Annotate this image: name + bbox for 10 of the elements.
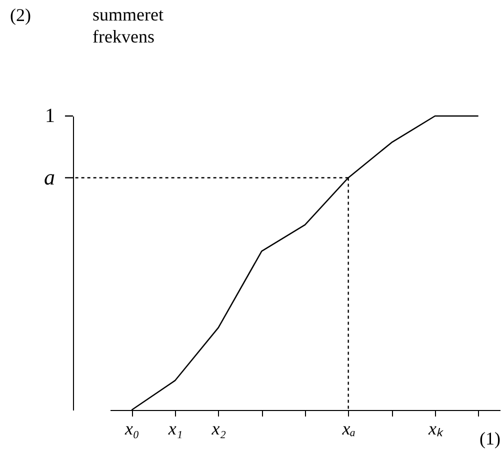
y-axis-title: summeret frekvens bbox=[92, 4, 164, 46]
x-tick-label: xₐ bbox=[341, 418, 356, 438]
text: (2) bbox=[10, 5, 31, 25]
x-tick-label: xₖ bbox=[428, 418, 444, 438]
x-tick-label: x₂ bbox=[210, 418, 226, 438]
ref-line-label: a bbox=[44, 164, 55, 190]
x-tick-label: x₀ bbox=[124, 418, 140, 438]
x-tick-label: x₁ bbox=[167, 418, 183, 438]
x-axis-title: (1) bbox=[480, 428, 500, 448]
text: 1 bbox=[45, 105, 55, 127]
